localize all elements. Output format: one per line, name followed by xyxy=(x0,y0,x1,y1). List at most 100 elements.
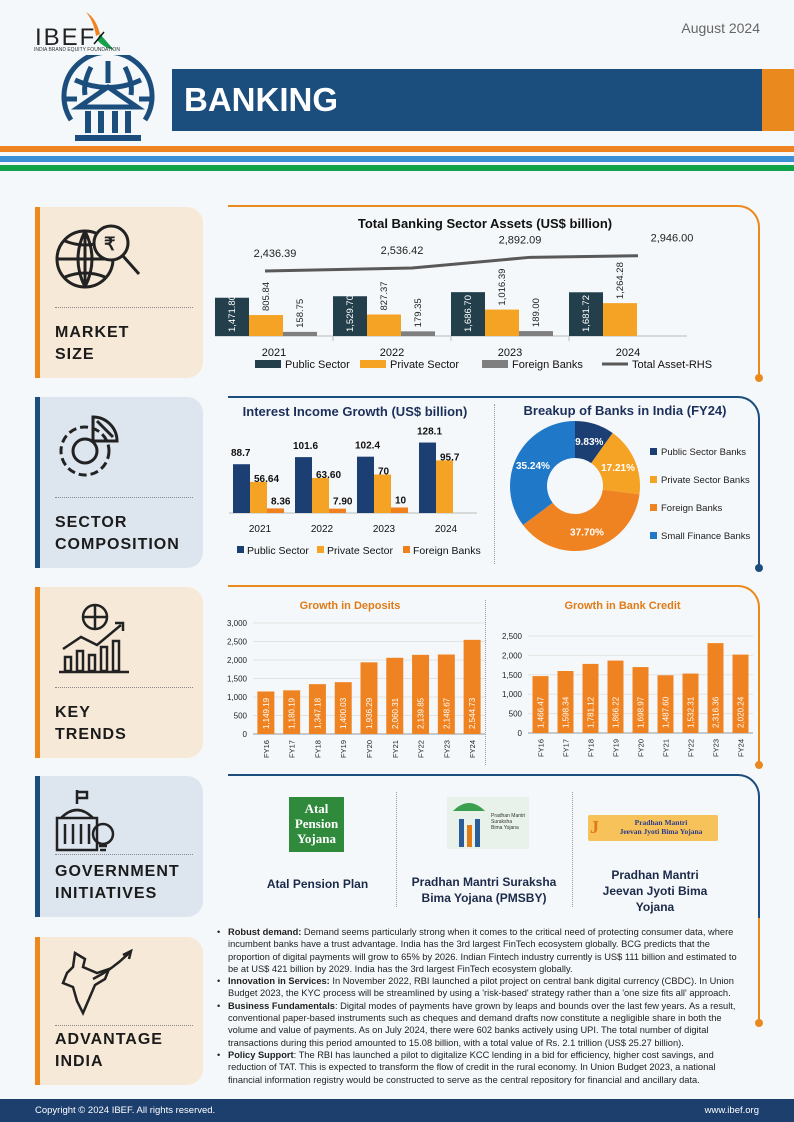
bar-public-sector xyxy=(333,296,367,336)
assets-chart: 2021 1,471.80 805.84 158.75 2022 1,529.70 827.… xyxy=(215,233,712,371)
legend-label: Small Finance Banks xyxy=(661,531,750,542)
y-tick-label: 0 xyxy=(518,729,523,738)
bar xyxy=(308,684,326,734)
slice-label: 17.21% xyxy=(601,463,635,474)
panel-government-initiatives: GOVERNMENT INITIATIVES xyxy=(35,776,203,917)
x-tick-label: 2024 xyxy=(435,524,458,535)
legend-label: Private Sector xyxy=(327,545,393,557)
data-label: 95.7 xyxy=(440,452,460,463)
bar-private-sector xyxy=(312,478,329,513)
stripe-blue xyxy=(0,156,794,162)
gear-pie-chart-icon xyxy=(59,415,119,477)
globe-growth-chart-icon xyxy=(59,603,129,674)
panel-divider xyxy=(55,687,193,688)
legend-swatch xyxy=(360,360,386,368)
x-tick-label: FY20 xyxy=(637,739,646,757)
y-tick-label: 500 xyxy=(509,710,523,719)
donut-slice-public-sector-banks xyxy=(575,421,613,464)
data-label: 189.00 xyxy=(531,298,542,327)
data-label: 2,139.85 xyxy=(417,697,426,729)
bar-private-sector xyxy=(603,303,637,336)
chart-title-credit: Growth in Bank Credit xyxy=(564,600,681,612)
donut-slice-private-sector-banks xyxy=(591,433,640,495)
bar-foreign-banks xyxy=(329,508,346,513)
data-label: 2,316.36 xyxy=(712,696,721,728)
panel-divider xyxy=(55,854,193,855)
x-tick-label: 2023 xyxy=(498,347,522,359)
data-label: 1,598.34 xyxy=(562,696,571,728)
jj-logo-icon: J xyxy=(590,817,599,837)
x-tick-label: 2021 xyxy=(249,524,272,535)
panel-accent xyxy=(35,776,40,917)
chart-title-assets: Total Banking Sector Assets (US$ billion… xyxy=(357,216,613,231)
legend-swatch xyxy=(482,360,508,368)
panel-divider xyxy=(55,497,193,498)
legend-swatch xyxy=(650,504,657,511)
legend-swatch xyxy=(255,360,281,368)
panel-accent xyxy=(35,937,40,1085)
connector-govt xyxy=(228,774,760,919)
stripe-orange xyxy=(0,146,794,152)
x-tick-label: FY16 xyxy=(262,740,271,758)
x-tick-label: FY22 xyxy=(417,740,426,758)
website-link[interactable]: www.ibef.org xyxy=(704,1105,759,1116)
line-data-label: 2,946.00 xyxy=(651,233,694,245)
data-label: 70 xyxy=(378,467,390,478)
x-tick-label: FY22 xyxy=(687,739,696,757)
section-label-sector-composition: SECTOR COMPOSITION xyxy=(55,514,180,553)
bank-globe-icon xyxy=(61,55,155,141)
slice-label: 9.83% xyxy=(575,437,603,448)
bar xyxy=(657,675,674,733)
x-tick-label: FY21 xyxy=(391,740,400,758)
legend-label: Private Sector xyxy=(390,359,459,371)
bar xyxy=(463,639,481,734)
legend-label: Private Sector Banks xyxy=(661,475,750,486)
data-label: 805.84 xyxy=(261,282,272,311)
advantage-item: Innovation in Services: In November 2022… xyxy=(215,975,743,1000)
legend-label: Public Sector Banks xyxy=(661,447,746,458)
rupee-magnifier-globe-icon: ₹ xyxy=(55,224,141,289)
government-building-bulb-icon xyxy=(55,790,115,852)
connector-trends xyxy=(228,585,763,769)
bar-foreign-banks xyxy=(283,331,317,336)
data-label: 1,866.22 xyxy=(612,696,621,728)
bar xyxy=(532,676,549,733)
y-tick-label: 1,500 xyxy=(502,671,523,680)
x-tick-label: 2022 xyxy=(380,347,404,359)
x-tick-label: FY16 xyxy=(537,739,546,757)
x-tick-label: 2023 xyxy=(373,524,396,535)
bar-private-sector xyxy=(374,474,391,513)
pmjjby-logo: J Pradhan Mantri Jeevan Jyoti Bima Yojana xyxy=(588,815,718,841)
interest-income-chart: 2021 88.7 56.64 8.36 2022 101.6 63.60 7.90 2023 1… xyxy=(229,427,481,557)
y-tick-label: 500 xyxy=(234,712,248,721)
data-label: 128.1 xyxy=(417,427,442,438)
advantage-item: Policy Support: The RBI has launched a p… xyxy=(215,1049,743,1086)
umbrella-family-icon xyxy=(453,803,485,847)
line-data-label: 2,436.39 xyxy=(254,248,297,260)
section-label-advantage-india: ADVANTAGE INDIA xyxy=(55,1031,163,1070)
slice-label: 35.24% xyxy=(516,461,550,472)
x-tick-label: FY23 xyxy=(442,740,451,758)
bar xyxy=(334,682,352,734)
data-label: 63.60 xyxy=(316,470,341,481)
legend-label: Foreign Banks xyxy=(661,503,723,514)
y-tick-label: 2,500 xyxy=(227,638,248,647)
bar xyxy=(437,654,455,734)
atal-pension-logo: Atal Pension Yojana xyxy=(289,797,344,852)
bar-public-sector xyxy=(451,292,485,336)
data-label: 827.37 xyxy=(379,281,390,310)
data-label: 1,532.31 xyxy=(687,696,696,728)
data-label: 8.36 xyxy=(271,496,291,507)
bar xyxy=(386,657,404,734)
bar-public-sector xyxy=(233,464,250,513)
panel-accent xyxy=(35,587,40,758)
chart-title-interest: Interest Income Growth (US$ billion) xyxy=(242,404,468,419)
data-label: 56.64 xyxy=(254,474,279,485)
data-label: 10 xyxy=(395,496,407,507)
data-label: 2,020.24 xyxy=(737,696,746,728)
page-title: BANKING xyxy=(184,81,338,118)
line-data-label: 2,536.42 xyxy=(381,245,424,257)
line-total-asset xyxy=(264,254,639,273)
bar-foreign-banks xyxy=(519,331,553,336)
govt-item-pmjjby: Pradhan Mantri Jeevan Jyoti Bima Yojana xyxy=(602,868,708,914)
